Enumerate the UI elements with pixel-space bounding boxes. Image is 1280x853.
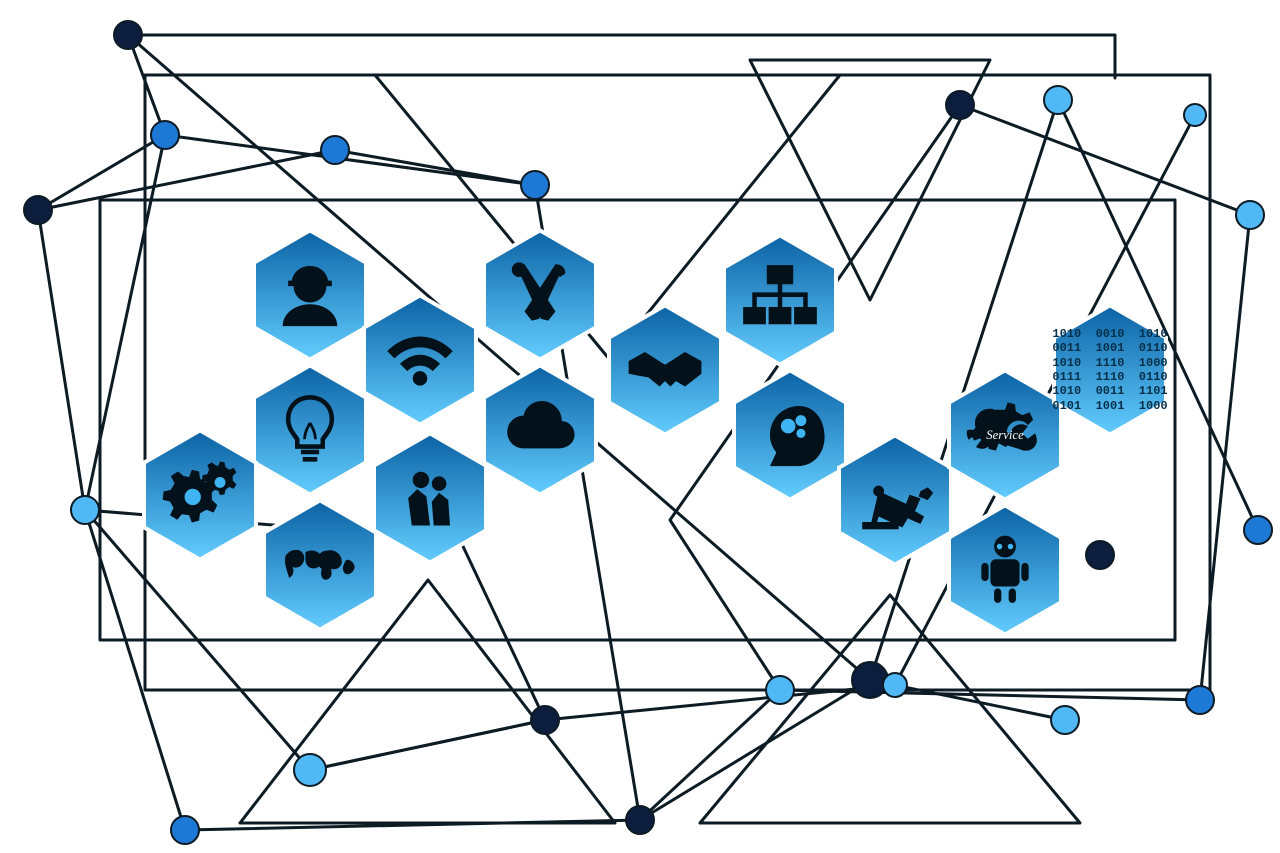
network-nodes-layer [0,0,1280,853]
diagram-stage: Service1010 0010 1010 0011 1001 0110 101… [0,0,1280,853]
